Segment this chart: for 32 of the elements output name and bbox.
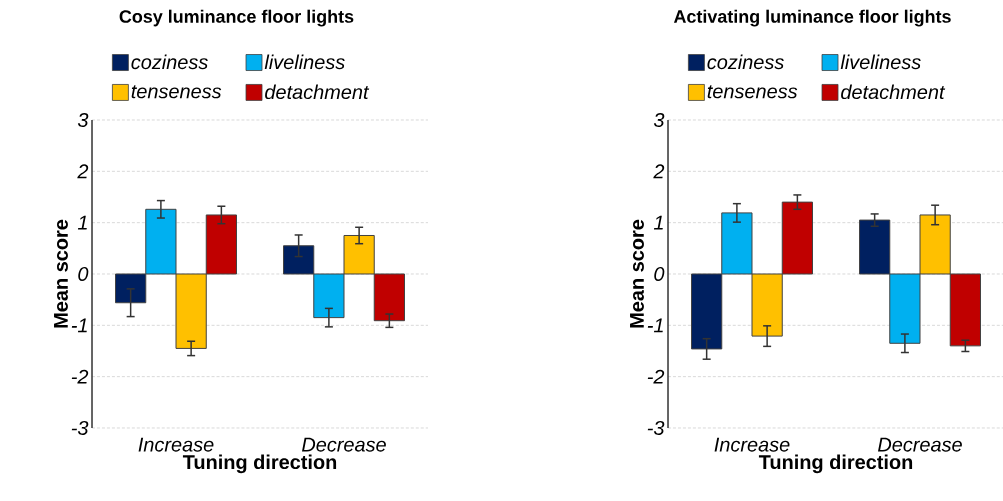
y-tick-label: 0 xyxy=(654,266,665,282)
x-tick-label: Increase xyxy=(714,437,790,452)
y-tick-label: -2 xyxy=(647,369,665,384)
x-axis-title: Tuning direction xyxy=(182,454,337,474)
y-tick-label: 3 xyxy=(77,112,89,128)
y-tick-label: 2 xyxy=(653,164,665,179)
x-axis-title: Tuning direction xyxy=(758,454,913,474)
y-tick-label: 2 xyxy=(77,164,89,179)
legend-label: liveliness xyxy=(840,54,921,70)
chart-title: Cosy luminance floor lights xyxy=(119,9,354,27)
legend-label: coziness xyxy=(707,54,784,70)
x-tick-label: Increase xyxy=(138,437,214,452)
legend-label: detachment xyxy=(265,84,370,100)
y-tick-label: 0 xyxy=(78,266,89,282)
legend-label: tenseness xyxy=(707,85,798,99)
y-axis-title: Mean score xyxy=(54,219,68,328)
legend-label: detachment xyxy=(841,84,946,100)
legend-label: tenseness xyxy=(131,85,222,99)
y-tick-label: 1 xyxy=(77,215,87,230)
y-tick-label: 3 xyxy=(653,112,665,128)
y-axis-title: Mean score xyxy=(630,219,644,328)
y-tick-label: -2 xyxy=(71,369,89,384)
y-tick-label: -1 xyxy=(647,318,663,333)
y-tick-label: -1 xyxy=(71,318,87,333)
y-tick-label: -3 xyxy=(647,420,665,436)
x-tick-label: Decrease xyxy=(301,437,386,452)
legend-label: coziness xyxy=(131,54,208,70)
y-tick-label: -3 xyxy=(71,420,89,436)
y-tick-label: 1 xyxy=(653,215,663,230)
x-tick-label: Decrease xyxy=(877,437,962,452)
legend-label: liveliness xyxy=(264,54,345,70)
chart-title: Activating luminance floor lights xyxy=(673,9,951,27)
